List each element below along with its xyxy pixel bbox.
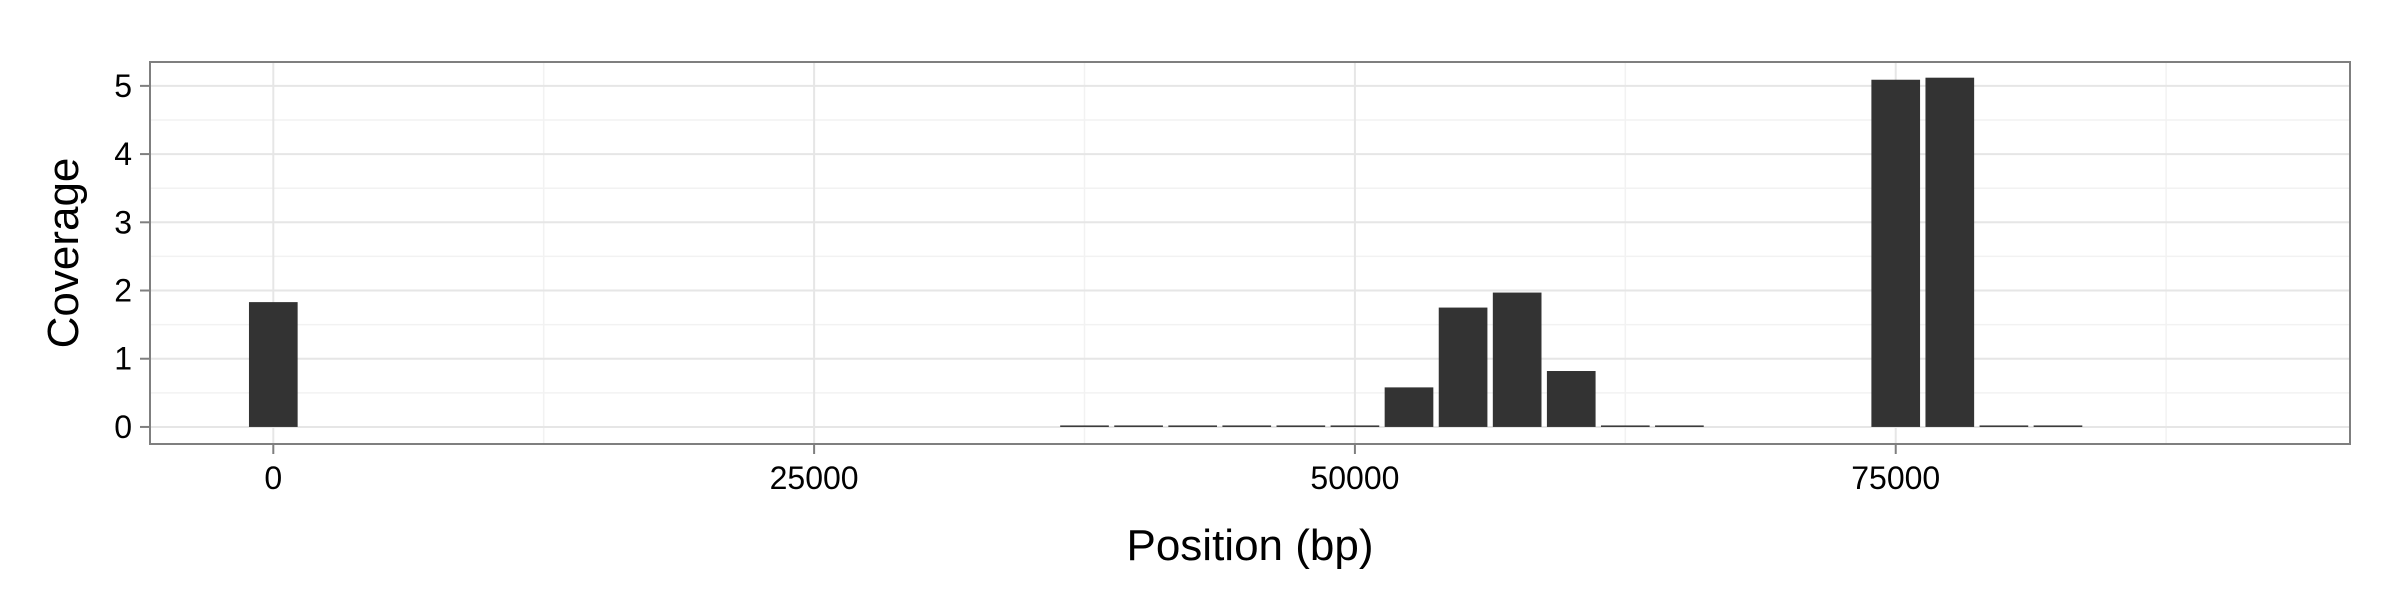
y-tick-label: 3 (114, 204, 132, 240)
bar (1330, 425, 1380, 427)
x-tick-label: 25000 (770, 460, 859, 496)
bar (1060, 425, 1109, 427)
x-axis-ticks: 0 25000 50000 75000 (264, 445, 1940, 496)
y-tick-label: 0 (114, 409, 132, 445)
bar (1871, 79, 1921, 427)
y-tick-label: 5 (114, 68, 132, 104)
y-tick-label: 2 (114, 273, 132, 309)
x-tick-label: 75000 (1851, 460, 1940, 496)
plot-panel-background (150, 62, 2350, 444)
bar (1979, 425, 2029, 427)
bar (1384, 387, 1434, 427)
y-tick-label: 1 (114, 341, 132, 377)
bar (248, 302, 298, 427)
bar (1114, 425, 1163, 427)
bar (1600, 425, 1650, 427)
bars (248, 77, 2083, 427)
bar (1276, 425, 1326, 427)
bar (1492, 292, 1542, 427)
bar (1168, 425, 1218, 427)
y-tick-label: 4 (114, 136, 132, 172)
bar (1546, 371, 1596, 427)
x-axis-title: Position (bp) (1126, 521, 1373, 570)
y-axis-ticks: 0 1 2 3 4 5 (114, 68, 149, 445)
grid-minor (150, 62, 2350, 444)
bar (1438, 307, 1488, 427)
plot-panel-border (149, 61, 2351, 445)
bar (1655, 425, 1704, 427)
bar (1925, 77, 1975, 427)
x-tick-label: 0 (264, 460, 282, 496)
x-tick-label: 50000 (1310, 460, 1399, 496)
bar (1222, 425, 1272, 427)
y-axis-title: Coverage (39, 158, 88, 349)
bar (2033, 425, 2083, 427)
